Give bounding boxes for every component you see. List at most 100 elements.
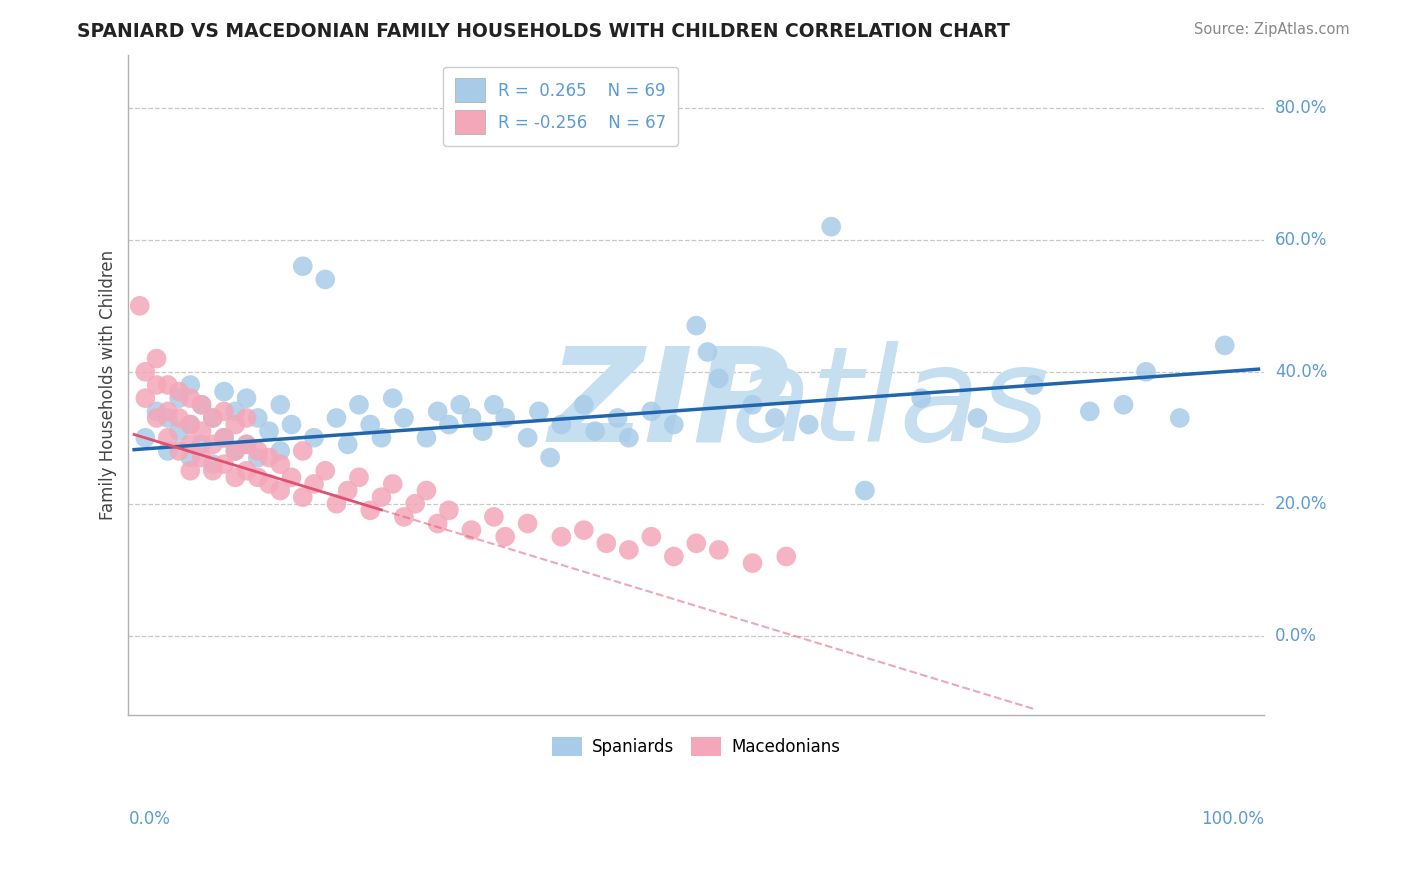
Text: 20.0%: 20.0% [1275, 495, 1327, 513]
Point [741, 398, 763, 412]
Point [741, 556, 763, 570]
Point [347, 398, 370, 412]
Point [449, 398, 471, 412]
Point [269, 483, 291, 498]
Point [212, 384, 235, 399]
Point [269, 398, 291, 412]
Point [235, 437, 257, 451]
Point [696, 345, 718, 359]
Point [1213, 338, 1236, 352]
Point [246, 411, 269, 425]
Point [302, 477, 325, 491]
Point [853, 483, 876, 498]
Point [269, 457, 291, 471]
Point [336, 483, 359, 498]
Point [280, 470, 302, 484]
Point [359, 417, 381, 432]
Point [460, 523, 482, 537]
Point [156, 378, 179, 392]
Point [370, 431, 392, 445]
Point [426, 516, 449, 531]
Point [246, 444, 269, 458]
Point [246, 450, 269, 465]
Point [145, 404, 167, 418]
Point [291, 259, 314, 273]
Point [494, 530, 516, 544]
Point [527, 404, 550, 418]
Point [179, 391, 201, 405]
Point [201, 437, 224, 451]
Point [1168, 411, 1191, 425]
Point [662, 549, 685, 564]
Point [280, 417, 302, 432]
Point [426, 404, 449, 418]
Point [167, 444, 190, 458]
Point [1078, 404, 1101, 418]
Text: 80.0%: 80.0% [1275, 99, 1327, 117]
Point [179, 464, 201, 478]
Point [1112, 398, 1135, 412]
Point [392, 411, 415, 425]
Point [685, 318, 707, 333]
Point [471, 424, 494, 438]
Point [291, 490, 314, 504]
Point [370, 490, 392, 504]
Point [494, 411, 516, 425]
Point [482, 509, 505, 524]
Point [291, 444, 314, 458]
Text: 0.0%: 0.0% [1275, 627, 1317, 645]
Point [212, 404, 235, 418]
Point [257, 424, 280, 438]
Point [572, 523, 595, 537]
Point [336, 437, 359, 451]
Point [550, 417, 572, 432]
Point [190, 424, 212, 438]
Point [167, 424, 190, 438]
Point [415, 483, 437, 498]
Point [662, 417, 685, 432]
Point [460, 411, 482, 425]
Point [145, 411, 167, 425]
Text: SPANIARD VS MACEDONIAN FAMILY HOUSEHOLDS WITH CHILDREN CORRELATION CHART: SPANIARD VS MACEDONIAN FAMILY HOUSEHOLDS… [77, 22, 1010, 41]
Text: Source: ZipAtlas.com: Source: ZipAtlas.com [1194, 22, 1350, 37]
Point [325, 411, 347, 425]
Point [190, 450, 212, 465]
Text: 60.0%: 60.0% [1275, 231, 1327, 249]
Point [128, 299, 150, 313]
Point [179, 437, 201, 451]
Point [134, 431, 156, 445]
Point [134, 365, 156, 379]
Point [381, 477, 404, 491]
Point [302, 431, 325, 445]
Text: atlas: atlas [730, 342, 1049, 468]
Point [820, 219, 842, 234]
Point [325, 497, 347, 511]
Point [190, 398, 212, 412]
Point [1135, 365, 1157, 379]
Point [145, 378, 167, 392]
Point [156, 431, 179, 445]
Point [212, 431, 235, 445]
Point [392, 509, 415, 524]
Point [235, 391, 257, 405]
Point [437, 417, 460, 432]
Point [167, 384, 190, 399]
Point [190, 398, 212, 412]
Point [201, 411, 224, 425]
Point [482, 398, 505, 412]
Point [617, 542, 640, 557]
Point [415, 431, 437, 445]
Text: 0.0%: 0.0% [128, 811, 170, 829]
Point [314, 272, 336, 286]
Point [224, 417, 246, 432]
Point [212, 431, 235, 445]
Point [572, 398, 595, 412]
Point [404, 497, 426, 511]
Point [156, 444, 179, 458]
Point [1022, 378, 1045, 392]
Point [763, 411, 786, 425]
Point [167, 391, 190, 405]
Point [685, 536, 707, 550]
Point [224, 470, 246, 484]
Text: 40.0%: 40.0% [1275, 363, 1327, 381]
